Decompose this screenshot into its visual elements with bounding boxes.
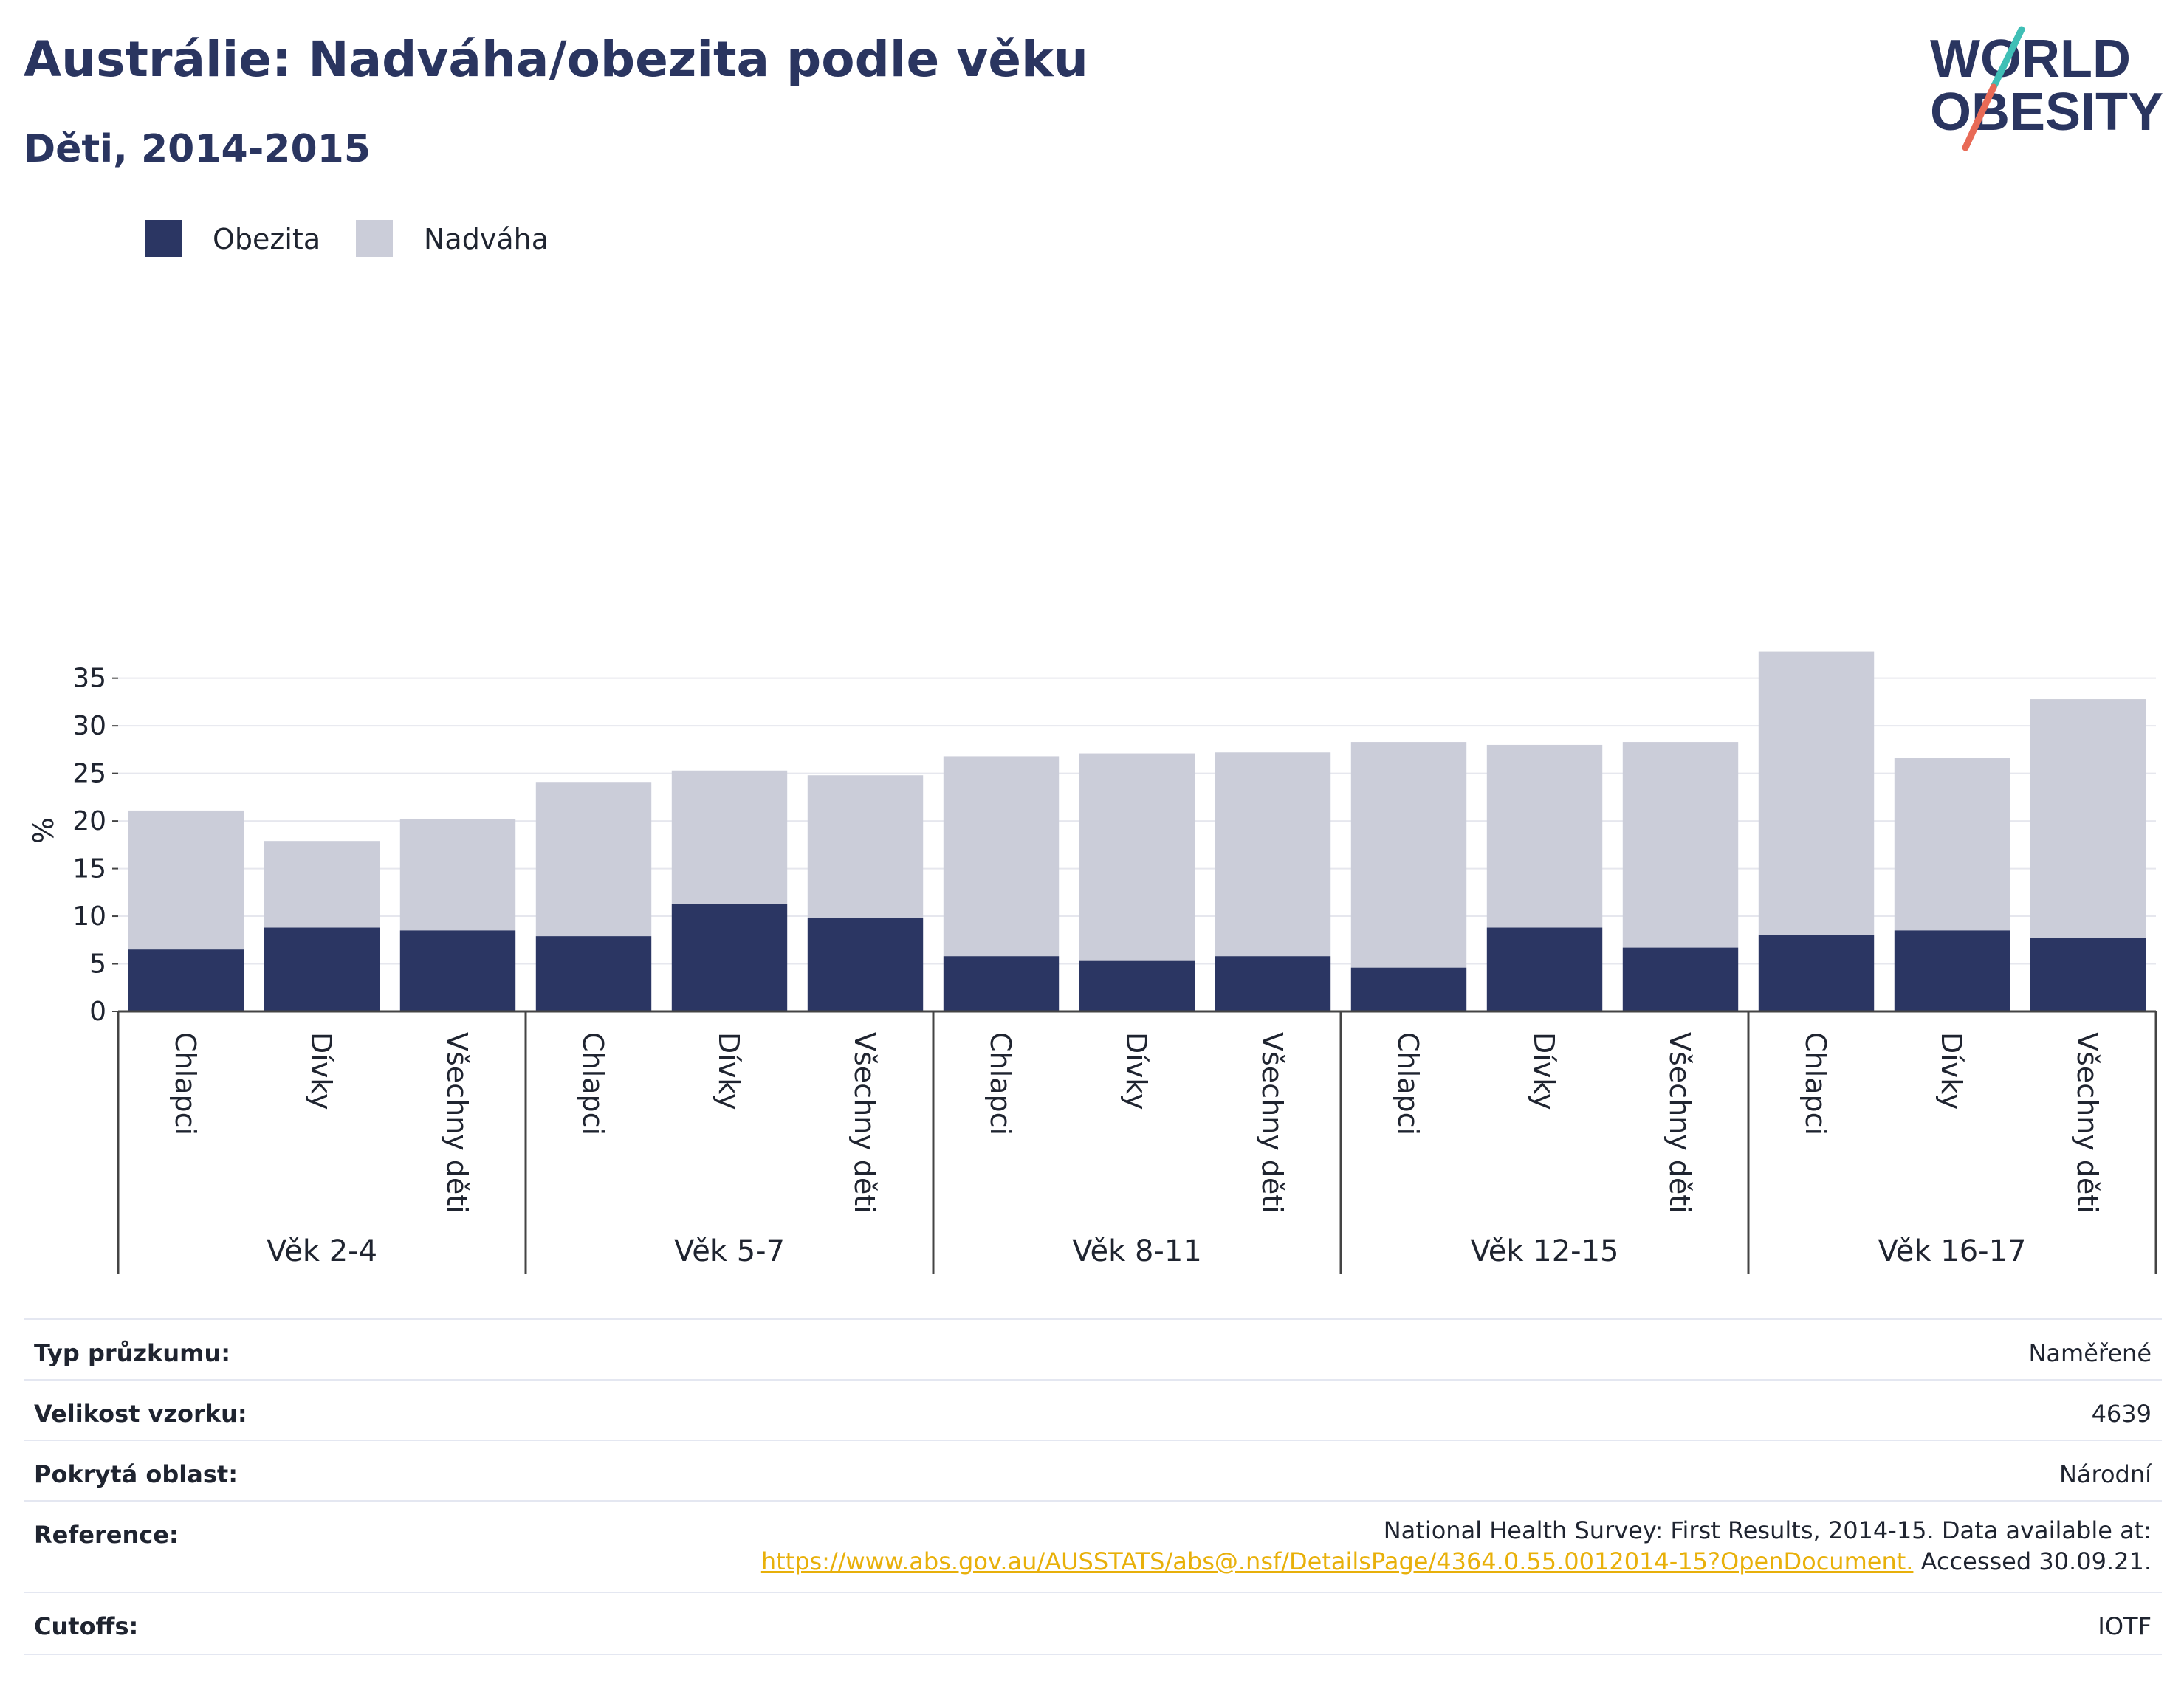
logo-slash-bottom [1962, 83, 1997, 151]
bar-obezita [1894, 930, 2010, 1011]
survey-type-label: Typ průzkumu: [34, 1339, 231, 1367]
sample-size-value: 4639 [2091, 1400, 2152, 1428]
survey-type-value: Naměřené [2028, 1339, 2152, 1367]
bar-nadvaha [535, 782, 652, 937]
x-category-label: Všechny děti [1663, 1032, 1696, 1214]
bar-nadvaha [807, 775, 924, 918]
sample-size-label: Velikost vzorku: [34, 1400, 247, 1428]
bar-obezita [1350, 967, 1467, 1011]
bar-nadvaha [399, 819, 516, 931]
x-group-label: Věk 16-17 [1878, 1234, 2027, 1268]
bar-nadvaha [2030, 699, 2146, 938]
cutoffs-label: Cutoffs: [34, 1612, 139, 1640]
bar-obezita [1622, 947, 1739, 1011]
y-tick-label: 15 [72, 854, 106, 884]
info-row-sample-size: Velikost vzorku: 4639 [24, 1379, 2162, 1441]
y-tick-label: 10 [72, 901, 106, 932]
reference-value: National Health Survey: First Results, 2… [761, 1515, 2152, 1577]
bar-chart: 0 5 10 15 20 25 30 35% Chlapci Dívky Všechny děti C… [27, 651, 2157, 1274]
page-title: Austrálie: Nadváha/obezita podle věku [24, 31, 1088, 88]
reference-link[interactable]: https://www.abs.gov.au/AUSSTATS/abs@.nsf… [760, 1547, 1914, 1575]
area-label: Pokrytá oblast: [34, 1460, 238, 1488]
bar-obezita [1215, 956, 1331, 1011]
bar-nadvaha [1486, 744, 1603, 928]
world-obesity-logo: WORLD OBESITY [1930, 26, 2163, 151]
x-category-label: Všechny děti [2071, 1032, 2104, 1214]
x-group-label: Věk 12-15 [1471, 1234, 1619, 1268]
page-subtitle: Děti, 2014-2015 [24, 127, 371, 171]
legend-label-obezita: Obezita [213, 223, 321, 255]
cutoffs-value: IOTF [2098, 1612, 2152, 1640]
x-group-label: Věk 5-7 [674, 1234, 785, 1268]
bar-obezita [2030, 938, 2146, 1011]
x-category-label: Dívky [1935, 1032, 1968, 1110]
bar-obezita [535, 936, 652, 1011]
reference-label: Reference: [34, 1521, 179, 1549]
x-category-label: Chlapci [984, 1032, 1017, 1135]
y-tick-label: 30 [72, 711, 106, 741]
legend-swatch-obezita [145, 220, 182, 257]
bar-obezita [807, 918, 924, 1011]
bar-obezita [943, 956, 1060, 1011]
bar-nadvaha [264, 841, 380, 928]
bar-obezita [1079, 960, 1195, 1011]
logo-slash-top [1990, 26, 2025, 91]
y-tick-label: 25 [72, 759, 106, 789]
bar-nadvaha [1758, 651, 1875, 935]
x-category-label: Všechny děti [1256, 1032, 1288, 1214]
x-category-label: Dívky [712, 1032, 745, 1110]
x-category-label: Dívky [1120, 1032, 1153, 1110]
x-category-label: Chlapci [1799, 1032, 1832, 1135]
x-category-label: Všechny děti [848, 1032, 881, 1214]
reference-text: National Health Survey: First Results, 2… [1383, 1516, 2152, 1544]
bar-nadvaha [671, 770, 788, 904]
bar-nadvaha [1079, 753, 1195, 961]
reference-accessed: Accessed 30.09.21. [1913, 1547, 2152, 1575]
y-tick-label: 35 [72, 664, 106, 694]
legend-swatch-nadvaha [356, 220, 393, 257]
legend-label-nadvaha: Nadváha [424, 223, 549, 255]
bar-nadvaha [128, 810, 244, 950]
bar-obezita [128, 949, 244, 1011]
x-category-label: Chlapci [1392, 1032, 1424, 1135]
bar-obezita [1486, 927, 1603, 1011]
bar-obezita [399, 930, 516, 1011]
y-tick-label: 20 [72, 806, 106, 836]
x-category-label: Všechny děti [441, 1032, 473, 1214]
bar-nadvaha [943, 756, 1060, 957]
x-group-label: Věk 2-4 [267, 1234, 377, 1268]
logo-line2: OBESITY [1930, 83, 2163, 142]
info-row-reference: Reference: National Health Survey: First… [24, 1500, 2162, 1593]
bar-nadvaha [1350, 742, 1467, 968]
logo-line1: WORLD [1930, 30, 2131, 89]
y-tick-label: 0 [89, 997, 106, 1027]
area-value: Národní [2058, 1460, 2152, 1488]
x-category-label: Chlapci [169, 1032, 202, 1135]
bar-obezita [1758, 935, 1875, 1011]
info-row-cutoffs: Cutoffs: IOTF [24, 1592, 2162, 1655]
x-category-label: Chlapci [577, 1032, 609, 1135]
reference-link-line: https://www.abs.gov.au/AUSSTATS/abs@.nsf… [761, 1546, 2152, 1577]
x-group-label: Věk 8-11 [1072, 1234, 1202, 1268]
y-axis-title: % [27, 817, 60, 844]
info-row-survey-type: Typ průzkumu: Naměřené [24, 1318, 2162, 1381]
info-row-area: Pokrytá oblast: Národní [24, 1440, 2162, 1502]
x-category-label: Dívky [1528, 1032, 1560, 1110]
x-category-label: Dívky [305, 1032, 337, 1110]
y-tick-label: 5 [89, 949, 106, 980]
bar-nadvaha [1622, 742, 1739, 948]
bar-nadvaha [1894, 758, 2010, 931]
bar-nadvaha [1215, 752, 1331, 957]
bar-obezita [264, 927, 380, 1011]
bar-obezita [671, 904, 788, 1011]
